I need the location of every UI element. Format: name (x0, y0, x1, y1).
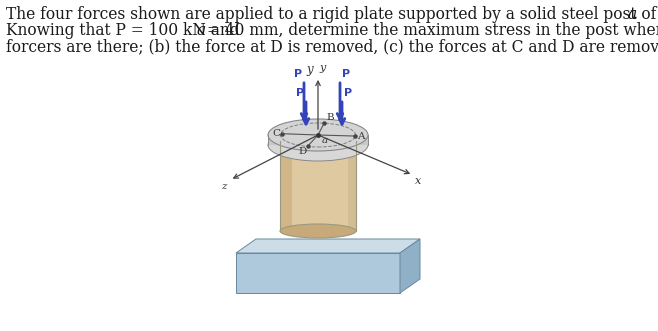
Ellipse shape (268, 119, 368, 151)
Ellipse shape (268, 129, 368, 161)
Text: z: z (222, 182, 227, 191)
Polygon shape (236, 253, 400, 293)
Polygon shape (280, 141, 292, 231)
Text: C: C (272, 129, 280, 138)
Text: Knowing that P = 100 kN and: Knowing that P = 100 kN and (6, 22, 245, 39)
Ellipse shape (280, 134, 356, 148)
Text: y: y (319, 63, 325, 73)
Text: a: a (322, 136, 328, 145)
Text: = 40 mm, determine the maximum stress in the post when (a) all: = 40 mm, determine the maximum stress in… (202, 22, 658, 39)
Text: a: a (627, 6, 636, 23)
Polygon shape (236, 239, 420, 253)
Text: A: A (357, 131, 365, 141)
Text: P: P (342, 69, 350, 79)
Text: B: B (326, 113, 334, 122)
Polygon shape (280, 141, 356, 231)
Text: P: P (296, 88, 304, 98)
Text: x: x (415, 176, 421, 186)
Text: a: a (196, 22, 205, 39)
Text: y: y (306, 63, 313, 76)
Polygon shape (268, 135, 368, 145)
Text: .: . (633, 6, 638, 23)
Polygon shape (400, 239, 420, 293)
Text: P: P (294, 69, 302, 79)
Text: forcers are there; (b) the force at D is removed, (c) the forces at C and D are : forcers are there; (b) the force at D is… (6, 38, 658, 55)
Ellipse shape (280, 224, 356, 238)
Text: P: P (344, 88, 352, 98)
Polygon shape (348, 141, 356, 231)
Text: D: D (299, 147, 307, 156)
Text: The four forces shown are applied to a rigid plate supported by a solid steel po: The four forces shown are applied to a r… (6, 6, 658, 23)
